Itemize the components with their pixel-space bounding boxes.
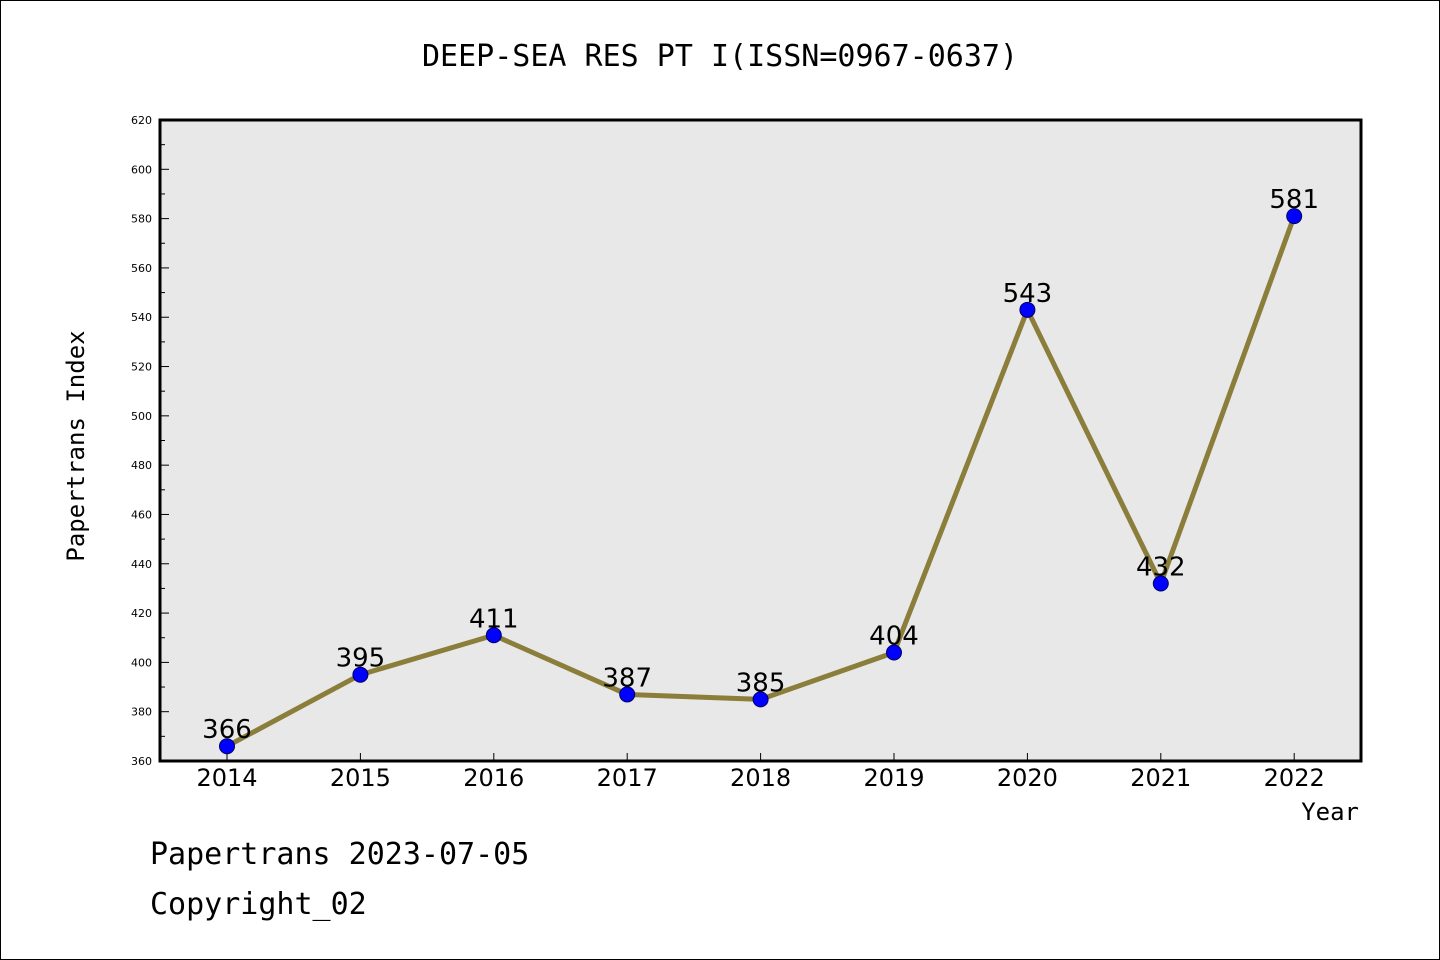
data-label: 432 [1136, 552, 1186, 582]
data-point [485, 627, 502, 644]
data-label: 404 [869, 622, 919, 652]
x-tick-label: 2020 [997, 764, 1058, 792]
y-tick-label: 380 [131, 706, 152, 719]
data-label: 387 [602, 663, 652, 693]
x-axis-label: Year [1301, 798, 1359, 826]
y-tick-label: 480 [131, 459, 152, 472]
data-point [1019, 301, 1036, 318]
data-point [1286, 208, 1303, 225]
data-point [886, 644, 902, 661]
x-tick-label: 2021 [1130, 764, 1191, 792]
y-tick-label: 420 [131, 607, 152, 620]
data-point [752, 691, 769, 708]
x-tick-label: 2016 [463, 764, 524, 792]
data-label: 366 [202, 715, 252, 745]
data-label: 543 [1003, 279, 1053, 309]
plot-area [158, 118, 1363, 763]
y-tick-label: 440 [131, 558, 152, 571]
x-tick-label: 2019 [863, 764, 924, 792]
x-tick-label: 2014 [196, 764, 257, 792]
x-tick-label: 2018 [730, 764, 791, 792]
chart-title: DEEP-SEA RES PT I(ISSN=0967-0637) [422, 39, 1018, 74]
y-tick-label: 560 [131, 262, 152, 275]
data-label: 385 [736, 668, 786, 698]
data-label: 411 [469, 604, 519, 634]
y-tick-label: 600 [131, 163, 152, 176]
y-axis: 360 380 400 420 440 460 480 500 520 540 560 580 600 6… [131, 114, 169, 768]
footer-copyright: Copyright_02 [150, 887, 367, 922]
y-tick-label: 580 [131, 213, 152, 226]
x-tick-label: 2017 [597, 764, 658, 792]
y-tick-label: 400 [131, 656, 152, 669]
y-tick-label: 540 [131, 311, 152, 324]
x-tick-label: 2022 [1264, 764, 1325, 792]
data-label: 395 [336, 644, 386, 674]
y-tick-label: 460 [131, 508, 152, 521]
x-tick-label: 2015 [330, 764, 391, 792]
data-point [1152, 575, 1169, 592]
series-group [219, 208, 1303, 755]
y-tick-label: 620 [131, 114, 152, 127]
y-tick-label: 500 [131, 410, 152, 423]
data-point [219, 738, 235, 755]
x-axis: 2014 2015 2016 2017 2018 2019 2020 2021 2022 [196, 753, 1325, 792]
y-axis-label: Papertrans Index [62, 330, 90, 561]
y-tick-label: 360 [131, 755, 152, 768]
data-point [352, 666, 369, 683]
footer-date: Papertrans 2023-07-05 [150, 837, 529, 872]
data-labels: 366 395 411 387 385 404 543 432 581 [202, 185, 1319, 745]
data-point [619, 686, 636, 703]
data-label: 581 [1269, 185, 1319, 215]
y-tick-label: 520 [131, 361, 152, 374]
